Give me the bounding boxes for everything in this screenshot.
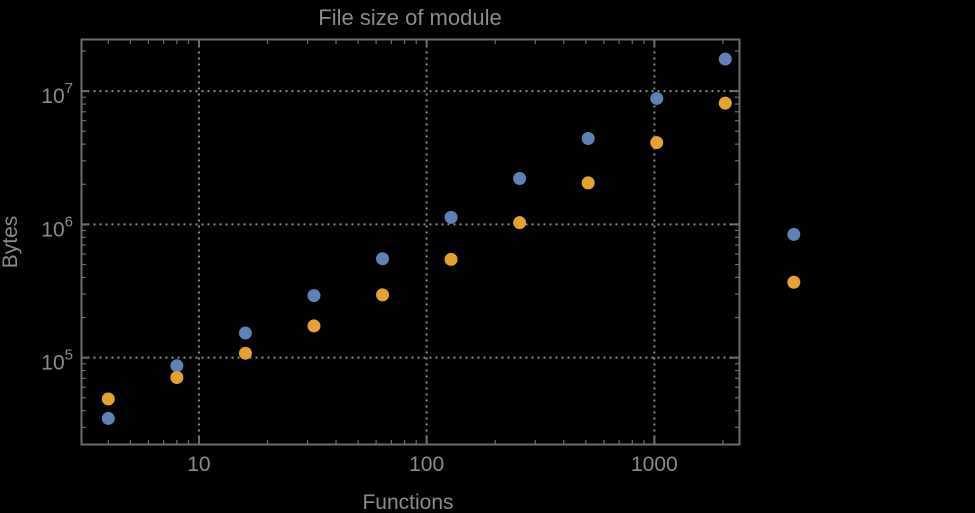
tick-labels: 10 100 1000 105 106 107 <box>41 80 677 476</box>
series-blue-point <box>650 91 664 105</box>
series-blue-point <box>787 227 801 241</box>
x-tick-label: 10 <box>187 453 210 476</box>
data-points <box>101 52 801 425</box>
x-tick-label: 1000 <box>631 453 678 476</box>
series-orange <box>101 96 801 406</box>
series-orange-point <box>513 216 527 230</box>
series-orange-point <box>718 96 732 110</box>
series-blue-point <box>170 359 184 373</box>
y-tick-label: 106 <box>41 213 73 241</box>
gridlines <box>81 39 740 445</box>
series-orange-point <box>376 288 390 302</box>
series-orange-point <box>444 252 458 266</box>
series-blue-point <box>238 326 252 340</box>
axis-ticks <box>81 39 740 445</box>
plot-frame <box>80 38 741 446</box>
y-tick-label: 105 <box>41 347 73 375</box>
x-axis-label: Functions <box>362 491 453 513</box>
x-tick-label: 100 <box>409 453 444 476</box>
y-tick-label: 107 <box>41 80 73 108</box>
series-orange-point <box>170 370 184 384</box>
series-orange-point <box>307 319 321 333</box>
series-blue-point <box>513 171 527 185</box>
series-blue-point <box>718 52 732 66</box>
y-axis-label: Bytes <box>0 216 22 269</box>
series-blue-point <box>101 411 115 425</box>
series-orange-point <box>787 275 801 289</box>
frame-rect <box>80 38 741 446</box>
series-blue-point <box>444 210 458 224</box>
series-orange-point <box>650 136 664 150</box>
series-blue-point <box>307 289 321 303</box>
series-blue <box>101 52 801 425</box>
series-orange-point <box>581 176 595 190</box>
series-blue-point <box>376 252 390 266</box>
series-blue-point <box>581 132 595 146</box>
chart-title: File size of module <box>318 5 501 30</box>
series-orange-point <box>101 392 115 406</box>
series-orange-point <box>238 346 252 360</box>
